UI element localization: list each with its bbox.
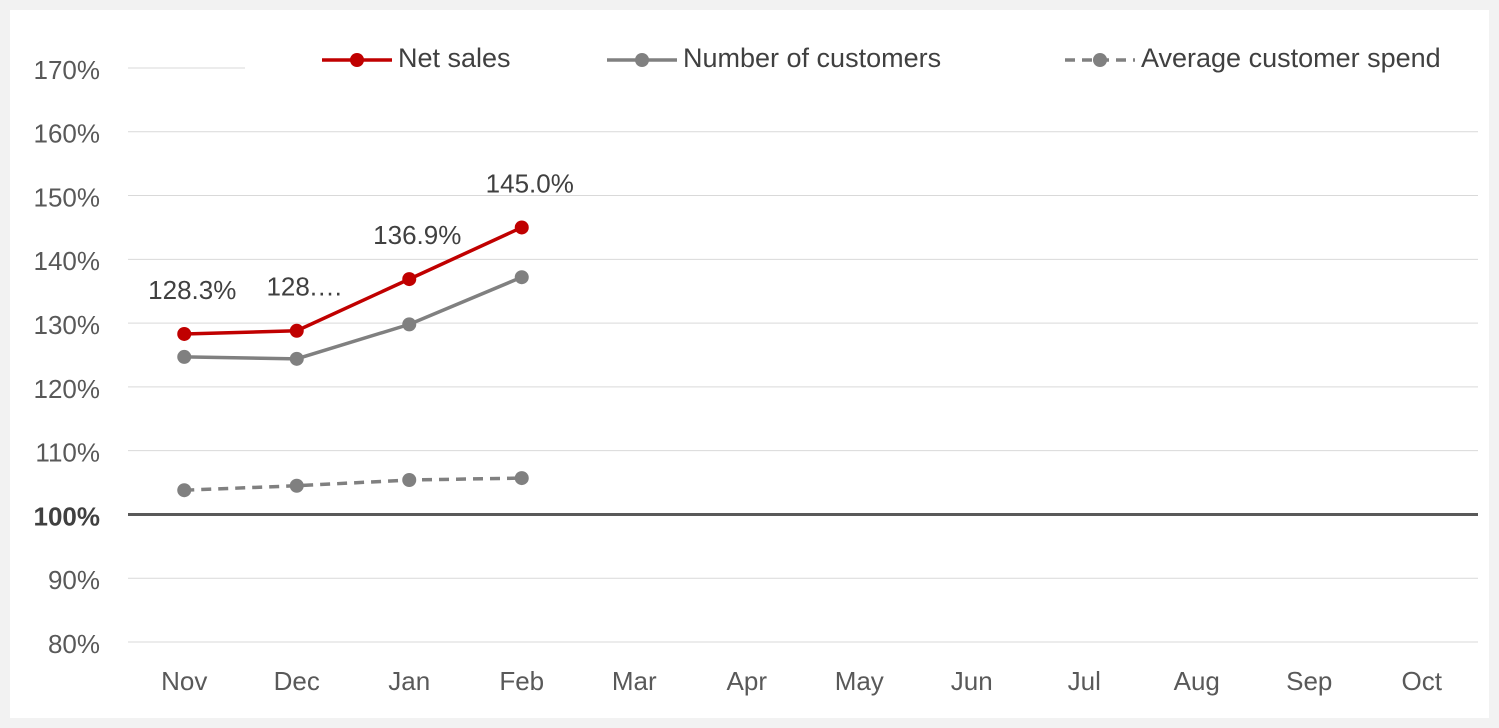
legend-marker [1093, 53, 1107, 67]
data-label: 128.3% [148, 275, 236, 305]
x-tick-label: Apr [727, 666, 768, 696]
data-point [289, 351, 304, 366]
data-point [289, 478, 304, 493]
data-point [402, 473, 417, 488]
legend-background [245, 38, 1485, 84]
data-point [177, 483, 192, 498]
x-tick-label: Feb [499, 666, 544, 696]
data-point [402, 317, 417, 332]
x-tick-label: Nov [161, 666, 207, 696]
legend: Net sales Number of customers Average cust… [245, 38, 1485, 84]
legend-marker [635, 53, 649, 67]
y-tick-label: 110% [35, 438, 100, 468]
y-tick-label: 120% [34, 374, 101, 404]
data-label: 128.… [266, 272, 343, 302]
legend-label: Number of customers [683, 43, 941, 73]
series-line [184, 476, 522, 492]
y-tick-label: 100% [34, 501, 101, 531]
y-tick-label: 160% [34, 119, 101, 149]
y-tick-label: 140% [34, 246, 101, 276]
y-tick-label: 90% [48, 565, 100, 595]
x-tick-label: Dec [274, 666, 320, 696]
x-tick-label: Mar [612, 666, 657, 696]
data-label: 136.9% [373, 220, 461, 250]
x-tick-label: Aug [1174, 666, 1220, 696]
chart-area [10, 10, 1489, 718]
x-tick-label: Oct [1402, 666, 1443, 696]
data-point [289, 323, 304, 338]
y-tick-label: 150% [34, 182, 101, 212]
data-point [514, 270, 529, 285]
data-label: 145.0% [486, 168, 574, 198]
y-tick-label: 170% [34, 55, 101, 85]
data-point [177, 349, 192, 364]
legend-label: Average customer spend [1141, 43, 1441, 73]
legend-marker [350, 53, 364, 67]
x-tick-label: Jul [1068, 666, 1101, 696]
x-tick-label: Jun [951, 666, 993, 696]
x-tick-label: Jan [388, 666, 430, 696]
data-point [177, 326, 192, 341]
y-tick-label: 80% [48, 629, 100, 659]
x-tick-label: May [835, 666, 884, 696]
series-line [184, 275, 523, 361]
y-tick-label: 130% [34, 310, 101, 340]
data-point [514, 220, 529, 235]
data-point [514, 471, 529, 486]
series-line [184, 225, 523, 336]
x-tick-label: Sep [1286, 666, 1332, 696]
data-point [402, 272, 417, 287]
legend-label: Net sales [398, 43, 511, 73]
